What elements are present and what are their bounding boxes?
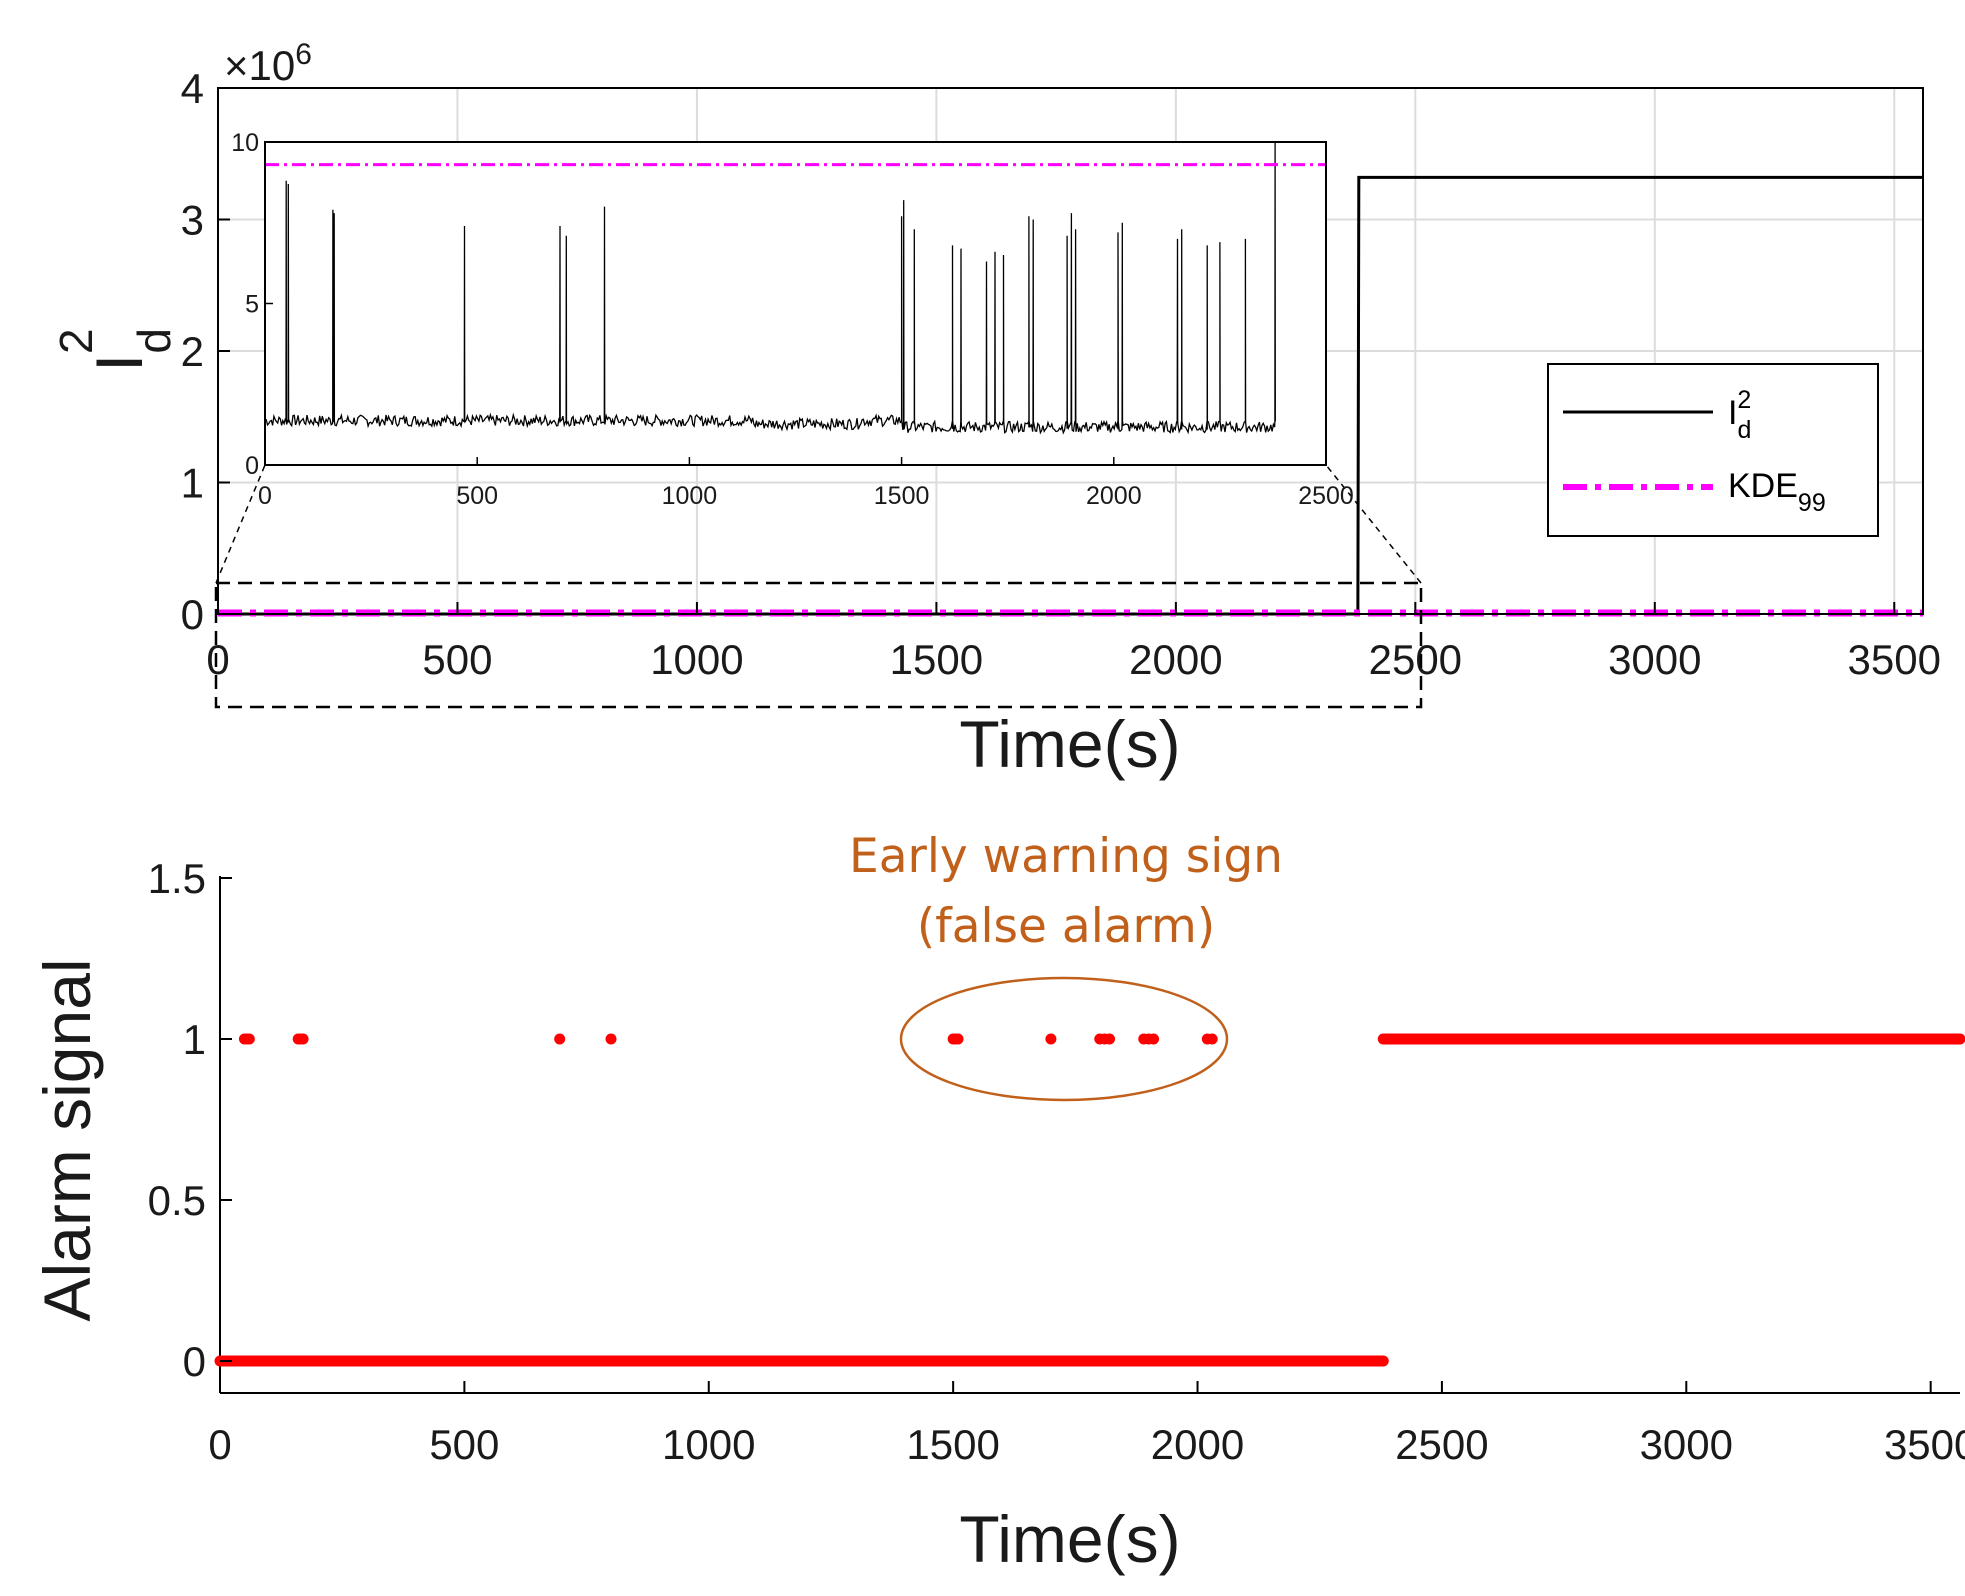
false-alarm-point-14 [1104, 1033, 1116, 1045]
zoom-region-box [214, 581, 1423, 709]
svg-text:Id2: Id2 [50, 328, 180, 372]
legend-label-signal: Id2 [1728, 386, 1751, 444]
legend-label-threshold: KDE99 [1728, 467, 1826, 517]
inset-x-ticks: 0 500 1000 1500 2000 2500 [258, 457, 1354, 510]
annotation-line1: Early warning sign [849, 829, 1283, 884]
inset-frame-bg [265, 142, 1326, 465]
bottom-x-tick-label-0: 0 [208, 1421, 231, 1468]
bottom-chart: 0 500 1000 1500 2000 2500 3000 3500 0 0.5 1 1.5 Ti… [30, 829, 1965, 1576]
bottom-x-tick-label-2500: 2500 [1395, 1421, 1488, 1468]
inset-x-tick-label-1500: 1500 [874, 482, 930, 510]
annotation-line2: (false alarm) [917, 899, 1215, 954]
top-x-tick-label-0: 0 [206, 636, 229, 683]
inset-x-tick-label-2000: 2000 [1086, 482, 1142, 510]
top-y-tick-label-1: 1 [181, 460, 204, 507]
bottom-y-tick-label-0: 0 [183, 1338, 206, 1385]
false-alarm-point-17 [1148, 1033, 1160, 1045]
bottom-x-tick-label-3500: 3500 [1884, 1421, 1965, 1468]
top-y-axis-label: Id2 [50, 328, 180, 372]
false-alarm-point-10 [952, 1033, 964, 1045]
false-alarm-point-19 [1206, 1033, 1218, 1045]
false-alarm-point-7 [605, 1033, 617, 1045]
inset-x-tick-label-500: 500 [456, 482, 498, 510]
top-x-tick-label-2000: 2000 [1129, 636, 1222, 683]
top-y-tick-label-3: 3 [181, 197, 204, 244]
bottom-y-tick-label-0.5: 0.5 [148, 1177, 206, 1224]
bottom-x-tick-label-1000: 1000 [662, 1421, 755, 1468]
inset-y-tick-label-5: 5 [245, 291, 259, 319]
top-legend: Id2 KDE99 [1547, 363, 1879, 537]
inset-x-tick-label-0: 0 [258, 482, 272, 510]
inset-chart: 0 500 1000 1500 2000 2500 0 5 10 [231, 129, 1354, 510]
top-y-tick-label-4: 4 [181, 65, 204, 112]
bottom-x-tick-label-3000: 3000 [1640, 1421, 1733, 1468]
top-x-tick-label-3500: 3500 [1848, 636, 1941, 683]
top-x-axis-label: Time(s) [959, 707, 1180, 781]
top-y-exponent: ×106 [224, 38, 312, 89]
top-x-tick-label-1000: 1000 [650, 636, 743, 683]
top-y-tick-label-0: 0 [181, 591, 204, 638]
top-y-tick-label-2: 2 [181, 328, 204, 375]
top-x-tick-label-1500: 1500 [890, 636, 983, 683]
annotation: Early warning sign (false alarm) [849, 829, 1283, 1102]
bottom-x-tick-label-500: 500 [429, 1421, 499, 1468]
inset-y-tick-label-10: 10 [231, 129, 259, 157]
inset-signal-line [264, 141, 1276, 435]
top-x-tick-label-500: 500 [422, 636, 492, 683]
top-x-ticks: 0 500 1000 1500 2000 2500 3000 3500 [206, 602, 1941, 683]
inset-x-tick-label-2500: 2500 [1298, 482, 1354, 510]
false-alarm-point-2 [243, 1033, 255, 1045]
inset-x-tick-label-1000: 1000 [662, 482, 718, 510]
false-alarm-point-11 [1045, 1033, 1057, 1045]
bottom-y-ticks: 0 0.5 1 1.5 [148, 855, 232, 1385]
bottom-y-tick-label-1: 1 [183, 1016, 206, 1063]
bottom-y-axis-label: Alarm signal [30, 958, 104, 1321]
false-alarm-point-6 [554, 1033, 566, 1045]
bottom-series [214, 1033, 1965, 1367]
inset-series [264, 141, 1326, 435]
false-alarm-point-5 [297, 1033, 309, 1045]
top-x-tick-label-2500: 2500 [1369, 636, 1462, 683]
zoom-connector-right [1325, 464, 1422, 584]
bottom-x-tick-label-2000: 2000 [1151, 1421, 1244, 1468]
top-y-ticks: 0 1 2 3 4 [181, 65, 230, 638]
bottom-x-ticks: 0 500 1000 1500 2000 2500 3000 3500 [208, 1381, 1965, 1468]
bottom-x-axis-label: Time(s) [959, 1502, 1180, 1576]
top-x-tick-label-3000: 3000 [1608, 636, 1701, 683]
inset-y-tick-label-0: 0 [245, 452, 259, 480]
bottom-x-tick-label-1500: 1500 [906, 1421, 999, 1468]
inset-y-ticks: 0 5 10 [231, 129, 273, 480]
bottom-y-tick-label-1.5: 1.5 [148, 855, 206, 902]
legend-box [1547, 363, 1879, 537]
annotation-ellipse [899, 976, 1229, 1102]
